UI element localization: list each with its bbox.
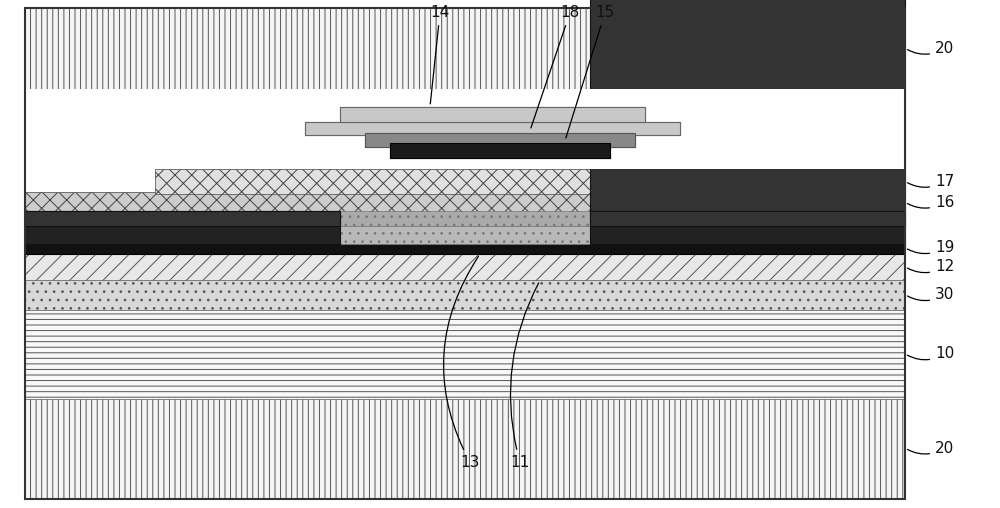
Bar xyxy=(365,133,635,147)
Bar xyxy=(25,225,340,244)
Text: 15: 15 xyxy=(566,5,615,138)
Bar xyxy=(25,279,905,310)
Bar xyxy=(25,397,905,499)
Text: 12: 12 xyxy=(907,259,954,274)
Bar xyxy=(340,226,590,244)
Text: 16: 16 xyxy=(907,195,954,210)
Bar xyxy=(25,8,905,89)
Bar xyxy=(590,0,905,226)
Bar xyxy=(390,143,610,158)
Bar xyxy=(305,122,680,135)
Text: 19: 19 xyxy=(907,240,954,255)
Text: 20: 20 xyxy=(907,440,954,456)
Bar xyxy=(340,107,645,122)
Bar xyxy=(390,143,610,158)
Text: 10: 10 xyxy=(907,346,954,361)
Bar xyxy=(340,107,645,122)
Bar xyxy=(590,211,905,226)
Text: 11: 11 xyxy=(510,283,539,470)
Bar xyxy=(305,122,680,135)
Text: 17: 17 xyxy=(907,174,954,189)
Bar xyxy=(365,133,635,147)
Text: 30: 30 xyxy=(907,287,954,302)
Bar xyxy=(25,8,905,499)
Text: 18: 18 xyxy=(531,5,580,128)
Bar xyxy=(155,169,760,194)
Bar xyxy=(25,253,905,280)
Bar xyxy=(25,211,340,226)
Text: 20: 20 xyxy=(907,41,954,56)
Bar xyxy=(25,309,905,399)
Bar xyxy=(25,192,905,212)
Bar xyxy=(25,241,905,254)
Text: 13: 13 xyxy=(444,257,480,470)
Bar xyxy=(340,211,590,226)
Bar xyxy=(25,211,340,226)
Bar xyxy=(25,89,905,169)
Bar xyxy=(590,225,905,244)
Text: 14: 14 xyxy=(430,5,450,104)
